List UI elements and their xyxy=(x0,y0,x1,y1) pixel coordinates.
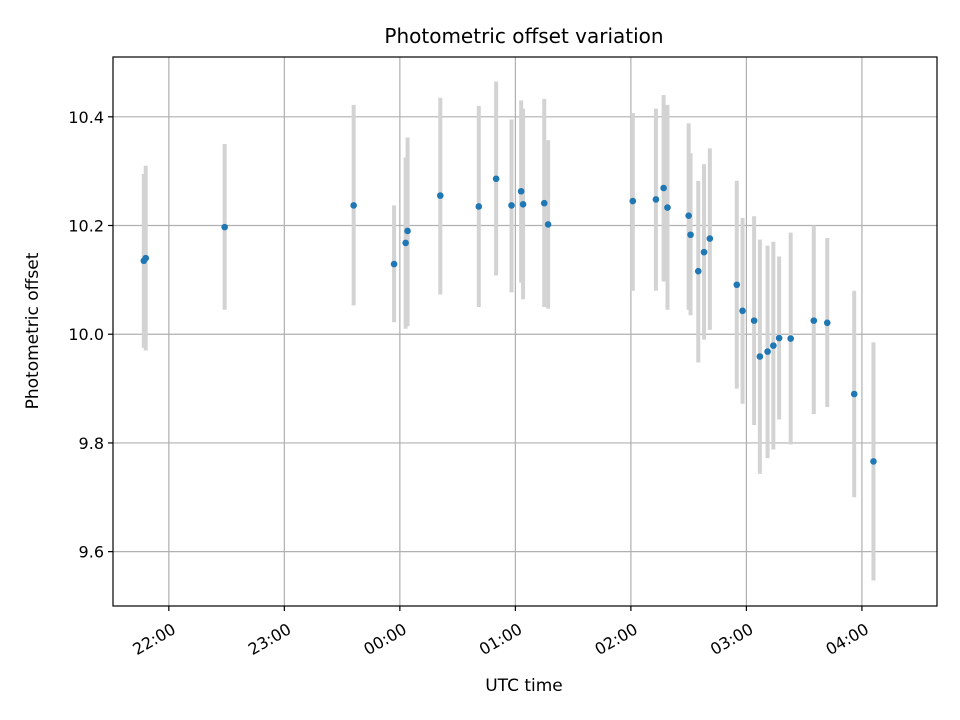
data-point xyxy=(142,254,150,262)
data-point xyxy=(733,281,741,289)
y-tick-label: 10.0 xyxy=(68,325,104,344)
error-bars xyxy=(141,81,876,581)
y-axis: 9.6 9.8 10.0 10.2 10.4 xyxy=(68,108,113,562)
data-point xyxy=(652,196,660,203)
data-point xyxy=(687,231,694,239)
data-point xyxy=(404,227,411,235)
x-tick-label: 03:00 xyxy=(707,619,756,659)
x-axis-label: UTC time xyxy=(485,676,563,696)
data-point xyxy=(810,317,818,324)
data-point xyxy=(350,202,357,209)
y-tick-label: 10.4 xyxy=(68,108,104,127)
x-tick-label: 00:00 xyxy=(360,619,409,659)
data-point xyxy=(694,267,702,275)
data-point xyxy=(436,192,444,199)
data-point xyxy=(770,342,777,349)
data-point xyxy=(870,458,877,465)
chart-title: Photometric offset variation xyxy=(384,24,663,48)
data-point xyxy=(390,260,398,268)
data-point xyxy=(706,235,714,242)
data-point xyxy=(221,223,228,231)
y-tick-label: 10.2 xyxy=(68,217,104,236)
data-point xyxy=(402,239,409,247)
x-tick-label: 02:00 xyxy=(591,619,640,659)
y-axis-label: Photometric offset xyxy=(23,252,43,409)
data-point xyxy=(492,175,500,183)
data-point xyxy=(775,334,783,342)
data-point xyxy=(519,201,527,208)
data-point xyxy=(540,199,548,207)
data-point xyxy=(764,348,771,355)
data-point xyxy=(756,353,764,360)
data-point xyxy=(700,248,708,256)
y-tick-label: 9.8 xyxy=(79,434,104,453)
x-tick-label: 01:00 xyxy=(476,619,525,659)
x-tick-label: 04:00 xyxy=(822,619,871,659)
data-point xyxy=(750,317,758,324)
x-tick-label: 23:00 xyxy=(245,619,294,659)
data-point xyxy=(739,307,746,315)
data-point xyxy=(475,203,483,210)
data-point xyxy=(517,187,525,195)
x-tick-label: 22:00 xyxy=(129,619,178,659)
data-points xyxy=(140,175,877,465)
plot-area-frame xyxy=(112,56,938,607)
data-point xyxy=(544,221,552,228)
data-point xyxy=(685,212,692,220)
data-point xyxy=(664,204,671,211)
data-point xyxy=(823,319,831,327)
data-point xyxy=(508,202,515,209)
data-point xyxy=(850,390,858,398)
data-point xyxy=(660,184,667,192)
data-point xyxy=(787,335,794,342)
x-axis: 22:00 23:00 00:00 01:00 02:00 03:00 04:00 xyxy=(129,606,872,659)
data-point xyxy=(629,197,637,205)
y-tick-label: 9.6 xyxy=(79,543,104,562)
